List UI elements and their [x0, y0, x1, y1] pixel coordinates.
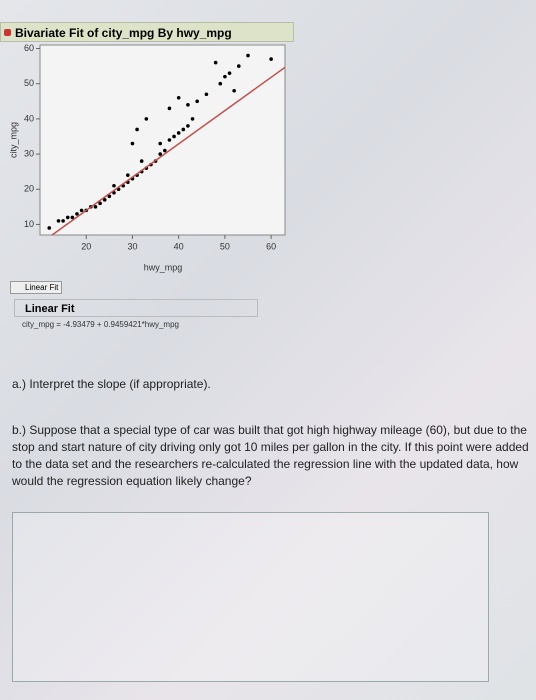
point — [139, 159, 144, 163]
question-a: a.) Interpret the slope (if appropriate)… — [12, 377, 211, 391]
point — [163, 148, 167, 153]
plot-area — [47, 53, 285, 235]
y-tick-label: 50 — [24, 78, 34, 88]
y-tick-label: 20 — [24, 184, 34, 194]
fit-line — [50, 66, 285, 235]
point — [172, 134, 176, 139]
point — [102, 198, 107, 202]
point — [158, 152, 162, 156]
point — [227, 71, 232, 75]
point — [130, 141, 135, 146]
y-tick-label: 60 — [24, 43, 34, 53]
x-axis-label: hwy_mpg — [144, 262, 183, 272]
point — [176, 95, 181, 100]
point — [167, 106, 172, 111]
plot-frame — [39, 44, 286, 236]
point — [195, 99, 199, 104]
point — [79, 208, 84, 213]
y-tick-label: 10 — [24, 219, 34, 229]
fit-equation: city_mpg = -4.93479 + 0.9459421*hwy_mpg — [22, 320, 179, 329]
y-axis-label: city_mpg — [8, 122, 18, 158]
point — [47, 226, 52, 230]
point — [186, 103, 190, 107]
question-b: b.) Suppose that a special type of car w… — [12, 423, 529, 488]
point — [181, 127, 186, 132]
point — [232, 88, 236, 93]
point — [70, 215, 75, 220]
point — [158, 141, 162, 146]
point — [144, 117, 149, 121]
point — [75, 212, 79, 216]
report-header[interactable]: Bivariate Fit of city_mpg By hwy_mpg — [0, 22, 294, 42]
point — [107, 194, 112, 199]
x-tick-label: 20 — [81, 241, 91, 251]
point — [167, 138, 172, 142]
point — [61, 219, 65, 223]
point — [204, 92, 209, 97]
point — [218, 81, 223, 86]
point — [135, 127, 139, 132]
x-tick-label: 40 — [174, 241, 184, 251]
point — [176, 131, 181, 135]
point — [213, 60, 218, 65]
point — [223, 74, 227, 79]
fit-report-title[interactable]: Linear Fit — [14, 299, 258, 317]
chart: hwy_mpg city_mpg 20 30 40 50 60 10 20 30 40 50 60 — [8, 43, 286, 272]
x-tick-label: 50 — [220, 241, 230, 251]
point — [186, 124, 190, 128]
point — [93, 205, 98, 209]
point — [56, 219, 61, 223]
point — [98, 201, 102, 206]
point — [112, 183, 116, 188]
y-tick-label: 40 — [24, 113, 34, 123]
point — [190, 117, 195, 121]
answer-box[interactable] — [12, 512, 489, 682]
point — [65, 215, 70, 220]
legend[interactable]: Linear Fit — [10, 281, 63, 294]
point — [236, 64, 241, 68]
x-tick-label: 60 — [266, 241, 276, 251]
point — [269, 57, 273, 61]
x-tick-label: 30 — [127, 241, 137, 251]
y-tick-label: 30 — [24, 148, 34, 158]
point — [126, 173, 130, 177]
point — [246, 53, 250, 58]
